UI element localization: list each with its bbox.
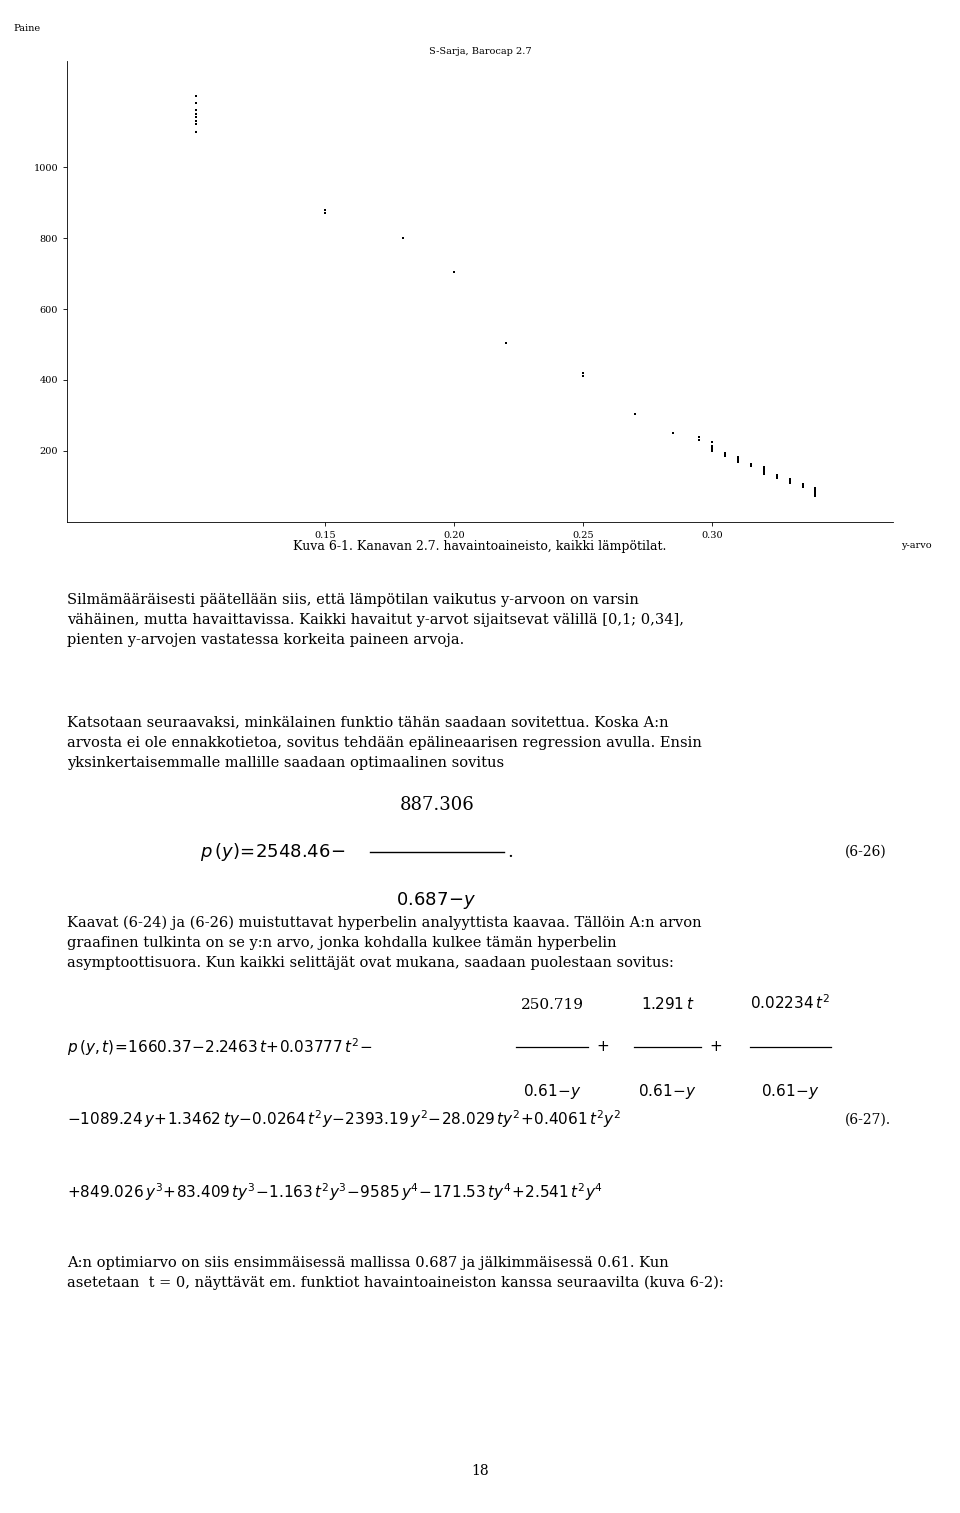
Text: 18: 18 bbox=[471, 1463, 489, 1478]
Point bbox=[807, 483, 823, 507]
Point bbox=[575, 360, 590, 384]
Point bbox=[188, 109, 204, 133]
Point bbox=[795, 472, 810, 496]
Point bbox=[717, 440, 732, 464]
Point bbox=[807, 481, 823, 505]
Point bbox=[756, 455, 772, 480]
Point bbox=[731, 445, 746, 469]
Text: (6-26): (6-26) bbox=[845, 844, 886, 859]
Point bbox=[666, 421, 682, 445]
Point bbox=[498, 331, 514, 356]
Text: Paine: Paine bbox=[13, 24, 40, 33]
Point bbox=[627, 401, 642, 425]
Text: A:n optimiarvo on siis ensimmäisessä mallissa 0.687 ja jälkimmäisessä 0.61. Kun
: A:n optimiarvo on siis ensimmäisessä mal… bbox=[67, 1256, 724, 1291]
Point bbox=[717, 442, 732, 466]
Point bbox=[807, 478, 823, 502]
Text: $0.687\!-\!y$: $0.687\!-\!y$ bbox=[396, 890, 477, 911]
Text: .: . bbox=[507, 843, 513, 861]
Text: Silmämääräisesti päätellään siis, että lämpötilan vaikutus y-arvoon on varsin
vä: Silmämääräisesti päätellään siis, että l… bbox=[67, 593, 684, 648]
Point bbox=[807, 478, 823, 502]
Text: Kaavat (6-24) ja (6-26) muistuttavat hyperbelin analyyttista kaavaa. Tällöin A:n: Kaavat (6-24) ja (6-26) muistuttavat hyp… bbox=[67, 915, 702, 970]
Point bbox=[769, 464, 784, 489]
Point bbox=[691, 428, 707, 452]
Point bbox=[756, 457, 772, 481]
Point bbox=[717, 445, 732, 469]
Point bbox=[756, 460, 772, 484]
Point bbox=[691, 425, 707, 449]
Point bbox=[705, 437, 720, 461]
Title: S-Sarja, Barocap 2.7: S-Sarja, Barocap 2.7 bbox=[429, 47, 531, 56]
Point bbox=[769, 466, 784, 490]
Point bbox=[781, 466, 797, 490]
Point bbox=[795, 475, 810, 499]
Point bbox=[781, 468, 797, 492]
Point bbox=[705, 434, 720, 458]
Point bbox=[731, 448, 746, 472]
Point bbox=[807, 480, 823, 504]
Text: $+$: $+$ bbox=[708, 1039, 722, 1055]
Point bbox=[188, 91, 204, 115]
Point bbox=[781, 471, 797, 495]
Text: $p\,(y,t)\!=\!1660.37\!-\!2.2463\,t\!+\!0.03777\,t^2\!-\!$: $p\,(y,t)\!=\!1660.37\!-\!2.2463\,t\!+\!… bbox=[67, 1036, 372, 1058]
Point bbox=[807, 477, 823, 501]
Point bbox=[807, 481, 823, 505]
Text: (6-27).: (6-27). bbox=[845, 1112, 891, 1127]
Point bbox=[731, 446, 746, 471]
Text: $0.61\!-\!y$: $0.61\!-\!y$ bbox=[638, 1082, 697, 1101]
Text: $0.61\!-\!y$: $0.61\!-\!y$ bbox=[761, 1082, 820, 1101]
Point bbox=[318, 198, 333, 222]
Point bbox=[188, 112, 204, 136]
Point bbox=[807, 475, 823, 499]
Text: $+$: $+$ bbox=[595, 1039, 609, 1055]
Point bbox=[318, 201, 333, 225]
Point bbox=[188, 83, 204, 107]
Point bbox=[705, 430, 720, 454]
Point bbox=[705, 439, 720, 463]
Text: 887.306: 887.306 bbox=[399, 796, 474, 814]
Point bbox=[188, 120, 204, 144]
Point bbox=[743, 454, 758, 478]
Text: $-1089.24\,y\!+\!1.3462\,ty\!-\!0.0264\,t^2y\!-\!2393.19\,y^2\!-\!28.029\,ty^2\!: $-1089.24\,y\!+\!1.3462\,ty\!-\!0.0264\,… bbox=[67, 1109, 621, 1130]
Point bbox=[188, 101, 204, 126]
Text: Katsotaan seuraavaksi, minkälainen funktio tähän saadaan sovitettua. Koska A:n
a: Katsotaan seuraavaksi, minkälainen funkt… bbox=[67, 716, 702, 770]
Point bbox=[769, 463, 784, 487]
Text: 250.719: 250.719 bbox=[520, 999, 584, 1012]
Point bbox=[743, 452, 758, 477]
Point bbox=[756, 458, 772, 483]
Text: $0.02234\,t^2$: $0.02234\,t^2$ bbox=[751, 994, 830, 1012]
Point bbox=[446, 260, 462, 284]
Text: $0.61\!-\!y$: $0.61\!-\!y$ bbox=[522, 1082, 582, 1101]
Text: $+849.026\,y^3\!+\!83.409\,ty^3\!-\!1.163\,t^2y^3\!-\!9585\,y^4\!-\!171.53\,ty^4: $+849.026\,y^3\!+\!83.409\,ty^3\!-\!1.16… bbox=[67, 1182, 603, 1203]
Text: $p\,(y)\!=\!2548.46\!-\!$: $p\,(y)\!=\!2548.46\!-\!$ bbox=[200, 841, 346, 862]
Point bbox=[807, 484, 823, 508]
Point bbox=[781, 469, 797, 493]
Point bbox=[795, 474, 810, 498]
Point bbox=[188, 106, 204, 130]
Point bbox=[781, 469, 797, 493]
Point bbox=[756, 461, 772, 486]
Point bbox=[395, 225, 410, 250]
Text: Kuva 6-1. Kanavan 2.7. havaintoaineisto, kaikki lämpötilat.: Kuva 6-1. Kanavan 2.7. havaintoaineisto,… bbox=[294, 540, 666, 554]
Point bbox=[575, 365, 590, 389]
Text: $1.291\,t$: $1.291\,t$ bbox=[641, 996, 694, 1012]
Point bbox=[756, 458, 772, 483]
Point bbox=[188, 98, 204, 123]
Point bbox=[705, 436, 720, 460]
Point bbox=[795, 472, 810, 496]
Point bbox=[731, 451, 746, 475]
Text: y-arvo: y-arvo bbox=[901, 540, 932, 549]
